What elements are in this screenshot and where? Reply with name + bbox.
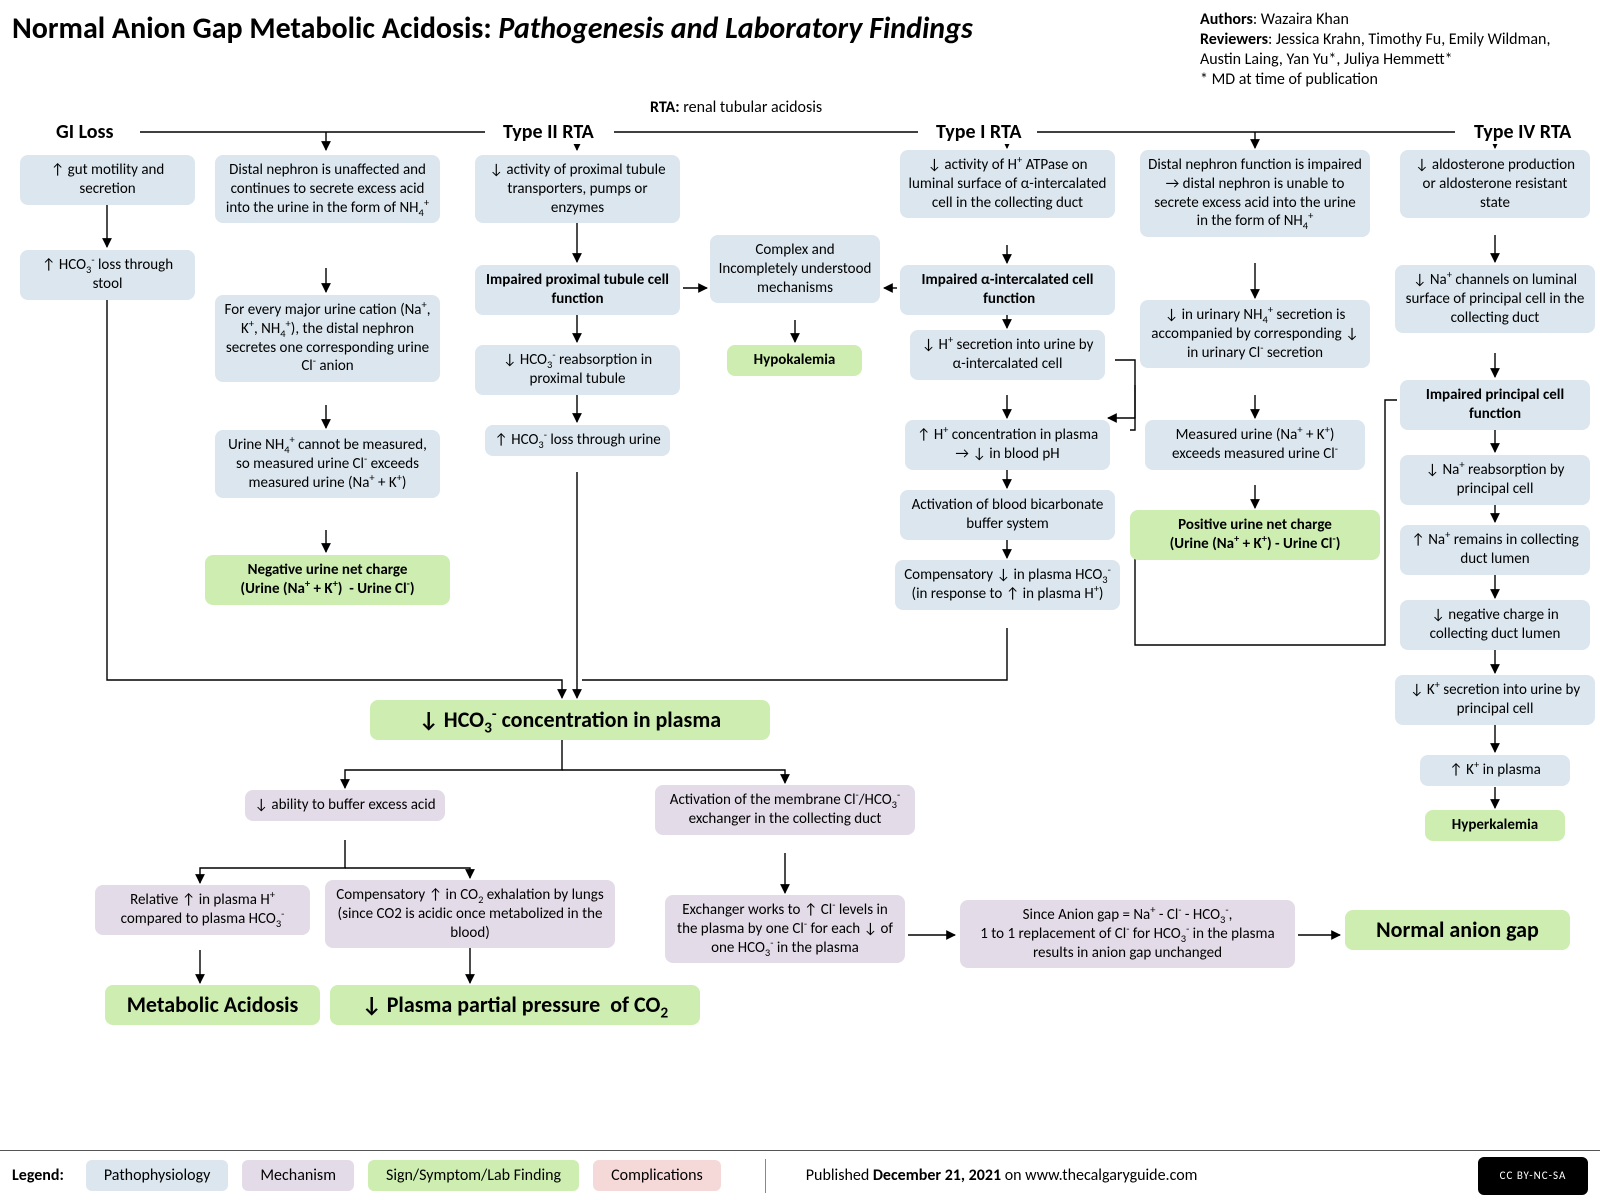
node-d2: ↓ in urinary NH4+ secretion is accompani…: [1140, 300, 1370, 368]
legend-label: Legend:: [12, 1166, 64, 1185]
node-t4c: Impaired principal cell function: [1400, 380, 1590, 430]
node-cx2: Hypokalemia: [727, 345, 862, 376]
node-t4e: ↑ Na+ remains in collecting duct lumen: [1400, 525, 1590, 575]
arrow-26: [1108, 360, 1135, 418]
node-t4h: ↑ K+ in plasma: [1420, 755, 1570, 786]
arrow-30: [1130, 385, 1135, 430]
node-gD: Negative urine net charge(Urine (Na+ + K…: [205, 555, 450, 605]
node-t4i: Hyperkalemia: [1425, 810, 1565, 841]
node-t4d: ↓ Na+ reabsorption by principal cell: [1400, 455, 1590, 505]
node-c2: Exchanger works to ↑ Cl- levels in the p…: [665, 895, 905, 963]
node-c3: Since Anion gap = Na+ - Cl- - HCO3-,1 to…: [960, 900, 1295, 968]
legend-chip-1: Mechanism: [242, 1160, 354, 1191]
section-header-t1: Type I RTA: [930, 120, 1027, 144]
section-header-t4: Type IV RTA: [1468, 120, 1577, 144]
arrow-41: [562, 770, 785, 783]
node-gi1: ↑ gut motility and secretion: [20, 155, 195, 205]
cc-license-badge: CC BY-NC-SA: [1478, 1157, 1588, 1195]
node-t4g: ↓ K+ secretion into urine by principal c…: [1395, 675, 1595, 725]
node-cx1: Complex and Incompletely understood mech…: [710, 235, 880, 303]
rta-abbreviation: RTA: renal tubular acidosis: [650, 98, 822, 117]
node-d4: Positive urine net charge(Urine (Na+ + K…: [1130, 510, 1380, 560]
node-c1: Activation of the membrane Cl-/HCO3- exc…: [655, 785, 915, 835]
node-t2d: ↑ HCO3- loss through urine: [485, 425, 670, 456]
node-t2a: ↓ activity of proximal tubule transporte…: [475, 155, 680, 223]
node-c4: Normal anion gap: [1345, 910, 1570, 950]
legend-chip-0: Pathophysiology: [86, 1160, 229, 1191]
node-b4: Metabolic Acidosis: [105, 985, 320, 1025]
node-d3: Measured urine (Na+ + K+) exceeds measur…: [1145, 420, 1365, 470]
node-low: ↓ HCO3- concentration in plasma: [370, 700, 770, 740]
arrow-25: [582, 628, 1007, 680]
section-header-gi: GI Loss: [50, 120, 119, 144]
node-t1c: ↓ H+ secretion into urine by α-intercala…: [910, 330, 1105, 380]
node-t4f: ↓ negative charge in collecting duct lum…: [1400, 600, 1590, 650]
authors-block: Authors: Wazaira Khan Reviewers: Jessica…: [1200, 10, 1580, 90]
node-t1a: ↓ activity of H+ ATPase on luminal surfa…: [900, 150, 1115, 218]
arrow-43: [345, 868, 470, 878]
node-t1d: ↑ H+ concentration in plasma → ↓ in bloo…: [905, 420, 1110, 470]
node-t4a: ↓ aldosterone production or aldosterone …: [1400, 150, 1590, 218]
legend-bar: Legend: Pathophysiology Mechanism Sign/Sym…: [0, 1150, 1600, 1200]
node-d1: Distal nephron function is impaired → di…: [1140, 150, 1370, 237]
title-subtitle: Pathogenesis and Laboratory Findings: [498, 10, 972, 47]
node-t2b: Impaired proximal tubule cell function: [475, 265, 680, 315]
legend-chip-2: Sign/Symptom/Lab Finding: [368, 1160, 579, 1191]
arrow-40: [345, 740, 562, 788]
node-gA: Distal nephron is unaffected and continu…: [215, 155, 440, 223]
arrow-42: [200, 840, 345, 883]
section-header-t2: Type II RTA: [497, 120, 600, 144]
title-main: Normal Anion Gap Metabolic Acidosis:: [12, 10, 492, 47]
node-b2: Relative ↑ in plasma H+ compared to plas…: [95, 885, 310, 935]
node-b3: Compensatory ↑ in CO2 exhalation by lung…: [325, 880, 615, 948]
node-t4b: ↓ Na+ channels on luminal surface of pri…: [1395, 265, 1595, 333]
node-gi2: ↑ HCO3- loss through stool: [20, 250, 195, 300]
publication-note: Published December 21, 2021 on www.theca…: [806, 1166, 1198, 1185]
node-b1: ↓ ability to buffer excess acid: [245, 790, 445, 821]
node-t1e: Activation of blood bicarbonate buffer s…: [900, 490, 1115, 540]
legend-chip-3: Complications: [593, 1160, 721, 1191]
node-t1b: Impaired α-intercalated cell function: [900, 265, 1115, 315]
node-t2c: ↓ HCO3- reabsorption in proximal tubule: [475, 345, 680, 395]
node-gC: Urine NH4+ cannot be measured, so measur…: [215, 430, 440, 498]
page-title: Normal Anion Gap Metabolic Acidosis: Pat…: [12, 10, 973, 47]
node-gB: For every major urine cation (Na+, K+, N…: [215, 295, 440, 382]
node-b5: ↓ Plasma partial pressure of CO2: [330, 985, 700, 1025]
node-t1f: Compensatory ↓ in plasma HCO3- (in respo…: [895, 560, 1120, 610]
